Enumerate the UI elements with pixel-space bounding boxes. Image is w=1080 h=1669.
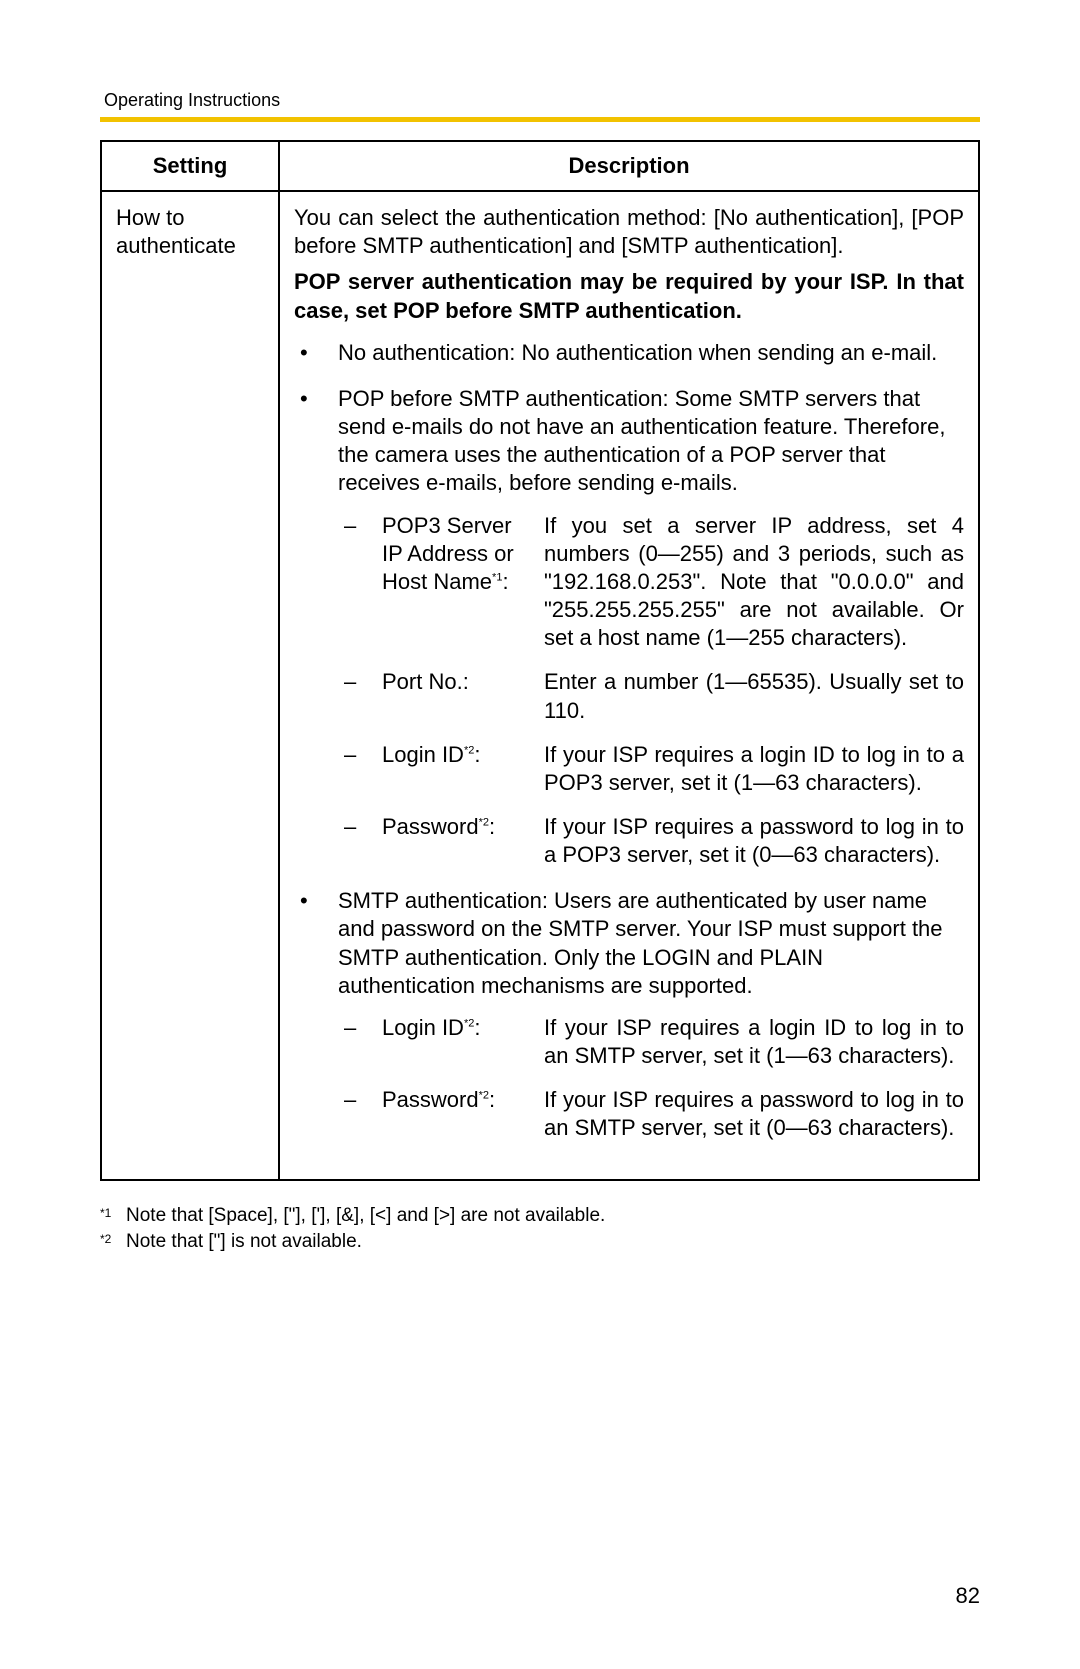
table-header-row: Setting Description — [101, 141, 979, 191]
header-label: Operating Instructions — [104, 90, 980, 111]
param-label: Login ID*2: — [382, 741, 544, 769]
description-cell: You can select the authentication method… — [279, 191, 979, 1179]
dash-icon: – — [344, 1014, 382, 1042]
dash-icon: – — [344, 668, 382, 696]
param-value: If your ISP requires a login ID to log i… — [544, 1014, 964, 1070]
param-login-id: – Login ID*2: If your ISP requires a log… — [338, 741, 964, 797]
param-value: Enter a number (1—65535). Usually set to… — [544, 668, 964, 724]
bullet-text: POP before SMTP authentication: Some SMT… — [338, 386, 945, 495]
dash-icon: – — [344, 1086, 382, 1114]
bullet-no-auth: No authentication: No authentication whe… — [294, 339, 964, 367]
table-row: How to authenticate You can select the a… — [101, 191, 979, 1179]
dash-icon: – — [344, 512, 382, 540]
pop-params: – POP3 Server IP Address or Host Name*1:… — [338, 512, 964, 870]
param-value: If your ISP requires a password to log i… — [544, 1086, 964, 1142]
dash-icon: – — [344, 813, 382, 841]
intro-text: You can select the authentication method… — [294, 204, 964, 260]
param-label: Password*2: — [382, 813, 544, 841]
bullet-text: SMTP authentication: Users are authentic… — [338, 888, 943, 997]
footnote-1: *1 Note that [Space], ["], ['], [&], [<]… — [100, 1203, 980, 1230]
accent-rule — [100, 117, 980, 122]
param-password: – Password*2: If your ISP requires a pas… — [338, 1086, 964, 1142]
footnote-mark: *2 — [100, 1229, 126, 1248]
param-value: If you set a server IP address, set 4 nu… — [544, 512, 964, 653]
footnote-2: *2 Note that ["] is not available. — [100, 1229, 980, 1256]
bullet-smtp-auth: SMTP authentication: Users are authentic… — [294, 887, 964, 1142]
footnote-text: Note that [Space], ["], ['], [&], [<] an… — [126, 1203, 605, 1230]
param-value: If your ISP requires a login ID to log i… — [544, 741, 964, 797]
param-label: Port No.: — [382, 668, 544, 696]
param-label: Login ID*2: — [382, 1014, 544, 1042]
param-port: – Port No.: Enter a number (1—65535). Us… — [338, 668, 964, 724]
param-value: If your ISP requires a password to log i… — [544, 813, 964, 869]
footnote-mark: *1 — [100, 1203, 126, 1222]
bullet-list: No authentication: No authentication whe… — [294, 339, 964, 1143]
page-number: 82 — [956, 1583, 980, 1609]
document-page: Operating Instructions Setting Descripti… — [0, 0, 1080, 1669]
footnote-text: Note that ["] is not available. — [126, 1229, 362, 1256]
col-setting: Setting — [101, 141, 279, 191]
dash-icon: – — [344, 741, 382, 769]
param-login-id: – Login ID*2: If your ISP requires a log… — [338, 1014, 964, 1070]
param-label: POP3 Server IP Address or Host Name*1: — [382, 512, 544, 596]
bold-note: POP server authentication may be require… — [294, 268, 964, 324]
bullet-pop-before-smtp: POP before SMTP authentication: Some SMT… — [294, 385, 964, 869]
settings-table: Setting Description How to authenticate … — [100, 140, 980, 1181]
smtp-params: – Login ID*2: If your ISP requires a log… — [338, 1014, 964, 1143]
col-description: Description — [279, 141, 979, 191]
param-pop3-server: – POP3 Server IP Address or Host Name*1:… — [338, 512, 964, 653]
footnotes: *1 Note that [Space], ["], ['], [&], [<]… — [100, 1203, 980, 1256]
setting-cell: How to authenticate — [101, 191, 279, 1179]
param-label: Password*2: — [382, 1086, 544, 1114]
param-password: – Password*2: If your ISP requires a pas… — [338, 813, 964, 869]
